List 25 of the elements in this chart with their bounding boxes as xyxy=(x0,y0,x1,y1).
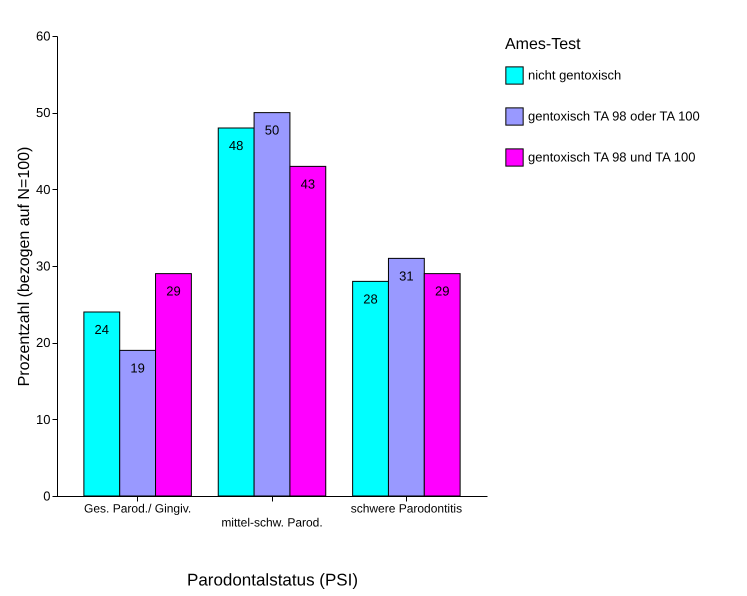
data-label: 19 xyxy=(130,360,145,376)
y-tick-label: 0 xyxy=(43,488,50,504)
y-tick-label: 20 xyxy=(36,335,50,350)
legend-label: gentoxisch TA 98 und TA 100 xyxy=(528,150,696,164)
legend-label: nicht gentoxisch xyxy=(528,68,622,82)
y-tick-label: 50 xyxy=(36,105,50,120)
y-tick-label: 60 xyxy=(36,28,50,44)
x-tick-label: schwere Parodontitis xyxy=(350,502,462,516)
x-axis-title: Parodontalstatus (PSI) xyxy=(186,570,358,590)
y-axis-title: Prozentzahl (bezogen auf N=100) xyxy=(16,146,34,386)
legend-title: Ames-Test xyxy=(505,36,582,53)
y-tick-label: 30 xyxy=(36,258,50,274)
data-label: 28 xyxy=(363,291,378,306)
x-tick-label: mittel-schw. Parod. xyxy=(221,516,323,530)
data-label: 31 xyxy=(399,268,414,284)
data-label: 29 xyxy=(166,284,181,299)
data-label: 43 xyxy=(300,176,316,192)
data-label: 50 xyxy=(264,122,280,138)
data-label: 48 xyxy=(228,138,244,153)
y-tick-label: 10 xyxy=(36,412,50,427)
x-tick-label: Ges. Parod./ Gingiv. xyxy=(84,502,192,516)
y-tick-label: 40 xyxy=(36,182,50,197)
data-label: 29 xyxy=(434,284,450,299)
data-label: 24 xyxy=(94,322,110,337)
legend-label: gentoxisch TA 98 oder TA 100 xyxy=(528,108,700,124)
